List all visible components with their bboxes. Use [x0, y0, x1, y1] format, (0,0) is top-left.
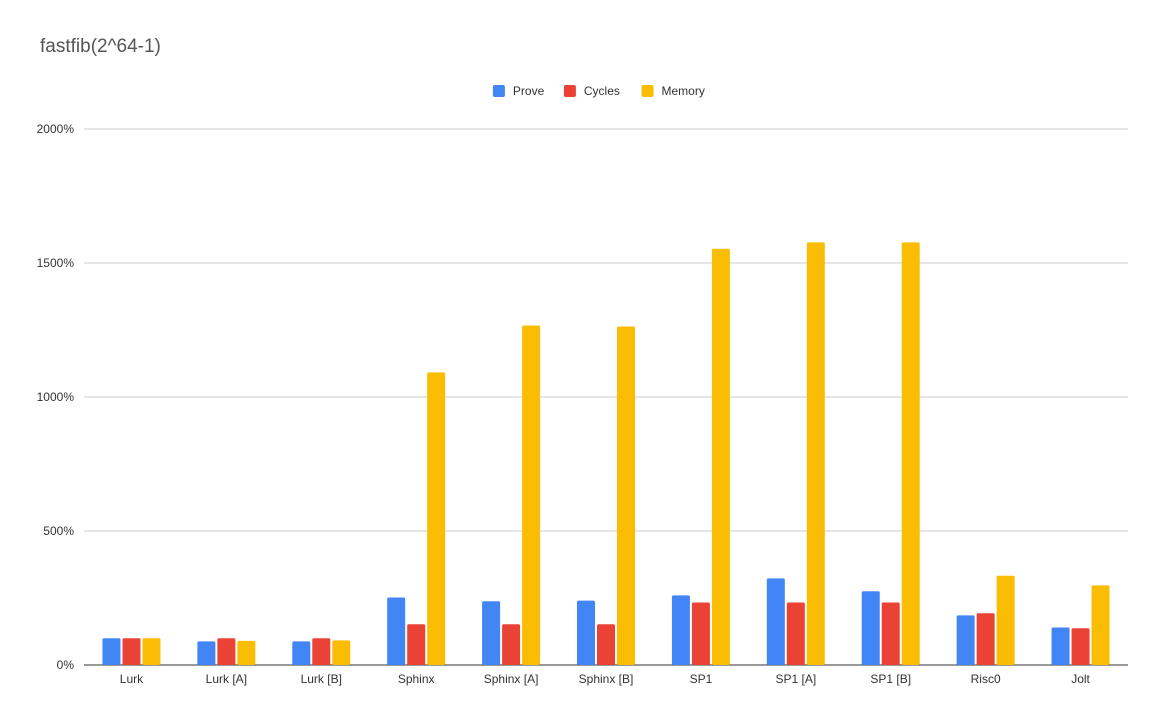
bar-prove — [671, 595, 690, 665]
bar-memory — [901, 242, 920, 665]
bar-prove — [387, 597, 406, 665]
y-tick-label: 1500% — [37, 256, 75, 270]
bar-memory — [806, 242, 825, 665]
bar-prove — [197, 641, 216, 665]
bar-prove — [956, 615, 975, 665]
y-axis: 0% 500% 1000% 1500% 2000% — [37, 122, 75, 672]
bar-prove — [861, 591, 880, 665]
bar-memory — [1091, 585, 1110, 665]
bar-prove — [482, 601, 501, 665]
bar-cycles — [122, 638, 141, 665]
x-tick-label: Lurk — [120, 672, 144, 686]
x-axis: Lurk Lurk [A] Lurk [B] Sphinx Sphinx [A] Sphi… — [120, 672, 1091, 686]
bar-cycles — [976, 613, 995, 665]
x-tick-label: Lurk [A] — [206, 672, 247, 686]
bar-prove — [577, 600, 595, 665]
legend-swatch — [492, 85, 505, 97]
legend-label: Memory — [662, 84, 705, 98]
x-tick-label: Sphinx — [398, 672, 435, 686]
chart-title: fastfib(2^64-1) — [40, 36, 161, 57]
x-tick-label: Lurk [B] — [301, 672, 342, 686]
y-tick-label: 0% — [57, 658, 75, 672]
legend-swatch — [563, 85, 576, 97]
x-tick-label: Sphinx [A] — [484, 672, 539, 686]
bar-prove — [766, 578, 785, 665]
bar-memory — [332, 640, 351, 665]
legend-label: Prove — [513, 84, 545, 98]
legend: Prove Cycles Memory — [492, 84, 705, 98]
bar-cycles — [407, 624, 426, 665]
bar-cycles — [312, 638, 331, 665]
bars — [102, 242, 1110, 665]
bar-cycles — [786, 602, 805, 665]
bar-cycles — [597, 624, 615, 665]
bar-memory — [237, 640, 256, 665]
bar-prove — [102, 638, 121, 665]
x-tick-label: SP1 [A] — [775, 672, 816, 686]
bar-cycles — [691, 602, 710, 665]
bar-cycles — [881, 602, 900, 665]
bar-cycles — [1071, 628, 1090, 665]
x-tick-label: SP1 — [690, 672, 713, 686]
x-tick-label: Risc0 — [971, 672, 1001, 686]
legend-label: Cycles — [584, 84, 620, 98]
bar-cycles — [217, 638, 236, 665]
bar-memory — [427, 372, 446, 665]
bar-prove — [292, 641, 311, 665]
gridlines — [84, 128, 1128, 666]
bar-memory — [142, 638, 161, 665]
x-tick-label: SP1 [B] — [870, 672, 911, 686]
bar-prove — [1051, 627, 1070, 665]
y-tick-label: 500% — [43, 524, 74, 538]
bar-cycles — [502, 624, 521, 665]
x-tick-label: Jolt — [1071, 672, 1090, 686]
y-tick-label: 2000% — [37, 122, 75, 136]
legend-swatch — [641, 85, 654, 97]
x-tick-label: Sphinx [B] — [579, 672, 634, 686]
bar-memory — [617, 326, 635, 665]
bar-memory — [996, 575, 1015, 665]
bar-memory — [711, 248, 730, 665]
bar-memory — [522, 325, 541, 665]
y-tick-label: 1000% — [37, 390, 75, 404]
